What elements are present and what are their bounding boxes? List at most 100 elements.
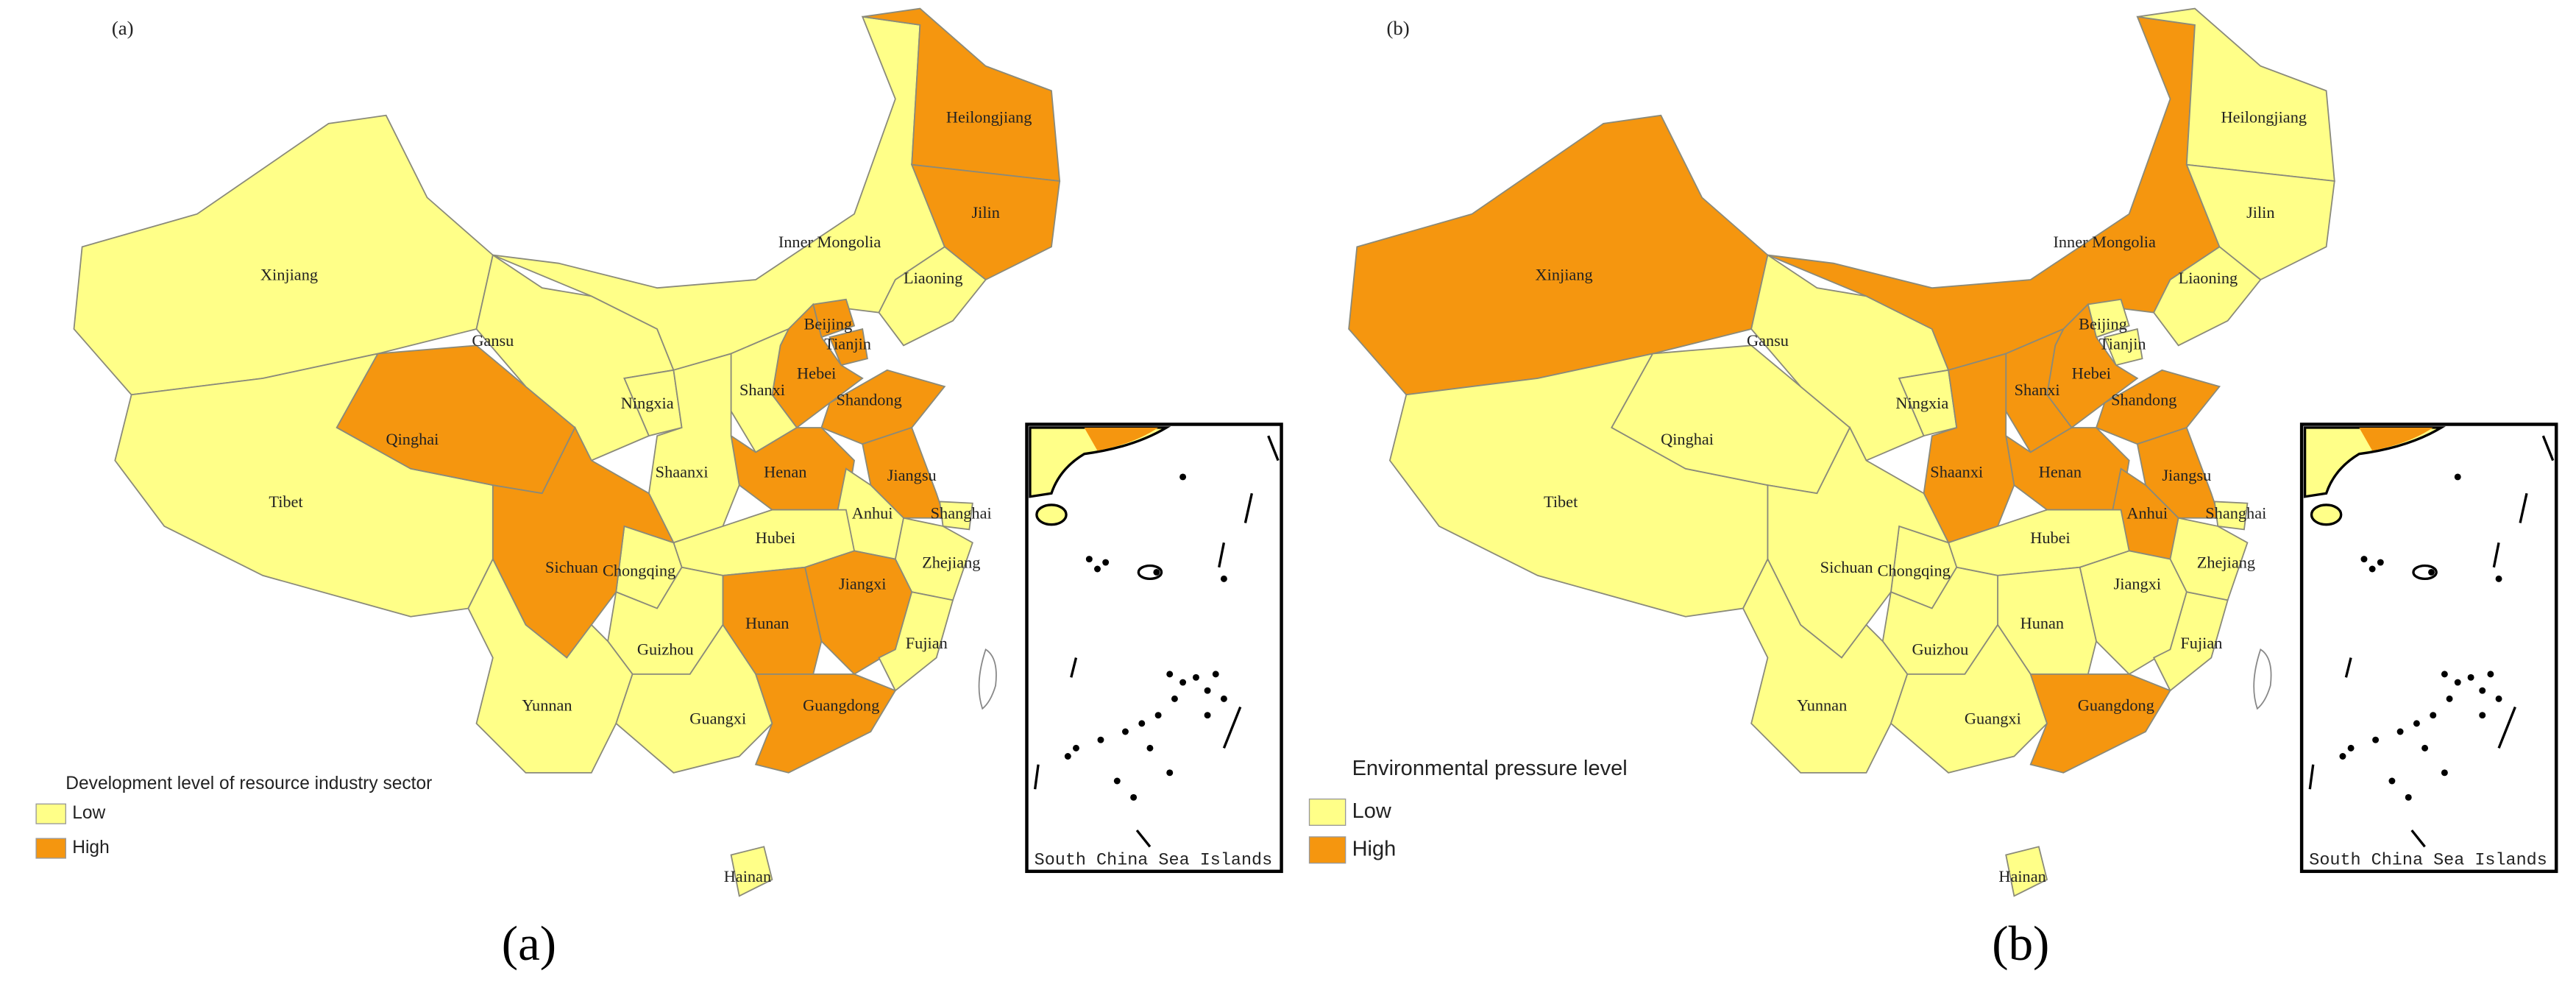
province-label: Guizhou xyxy=(637,640,694,659)
province-label: Jiangxi xyxy=(2114,574,2161,593)
province-label: Shandong xyxy=(2111,390,2176,409)
province-label: Fujian xyxy=(906,634,948,652)
province-label: Jilin xyxy=(2246,203,2274,222)
inset-coast xyxy=(2303,426,2446,498)
island-dot xyxy=(1102,559,1110,566)
boundary-dash xyxy=(2541,435,2555,462)
province-label: Guangxi xyxy=(689,710,746,728)
island-dot xyxy=(1130,793,1138,801)
boundary-dash xyxy=(1070,657,1078,678)
province-label: Heilongjiang xyxy=(2221,107,2307,126)
island-dot xyxy=(2467,673,2474,681)
island-dot xyxy=(2441,769,2448,777)
boundary-dash xyxy=(2344,657,2352,678)
map: Xinjiang Tibet Qinghai Gansu Ningxia Inner Mo… xyxy=(1348,7,2335,897)
island-dot xyxy=(1166,671,1174,678)
inset-frame xyxy=(1025,422,1283,874)
island-dot xyxy=(2454,473,2461,481)
province-label: Beijing xyxy=(2079,315,2127,333)
province-label: Qinghai xyxy=(1661,430,1714,448)
province-label: Sichuan xyxy=(1820,558,1873,576)
province-label: Xinjiang xyxy=(1536,266,1593,284)
island-dot xyxy=(2495,575,2502,582)
legend-label: Low xyxy=(72,803,105,823)
boundary-dash xyxy=(2492,542,2500,568)
province-label: Hainan xyxy=(1998,867,2045,885)
province xyxy=(2005,846,2048,897)
map-panel: (b) Xinjiang Tibet Qinghai Gansu Ningxia Inner… xyxy=(1308,7,2558,897)
panel-tag: (a) xyxy=(112,17,134,39)
province-label: Hunan xyxy=(745,614,789,632)
province xyxy=(2005,328,2073,453)
inset-hainan xyxy=(2310,503,2343,526)
inset-map: South China Sea Islands xyxy=(1025,422,1283,874)
boundary-dash xyxy=(1243,492,1254,523)
island-dot xyxy=(1085,556,1093,563)
inset-high xyxy=(1084,427,1159,451)
province xyxy=(730,427,856,511)
province xyxy=(2213,501,2249,531)
island-dot xyxy=(2495,695,2502,702)
province-label: Henan xyxy=(764,463,806,481)
boundary-dash xyxy=(1135,829,1152,848)
province-label: Guangxi xyxy=(1965,710,2021,728)
province-label: Guangdong xyxy=(2078,696,2154,715)
province-label: Chongqing xyxy=(603,562,675,580)
province-label: Shandong xyxy=(837,390,902,409)
legend-label: Low xyxy=(1352,799,1392,823)
island-dot xyxy=(2430,712,2437,719)
province-label: Shaanxi xyxy=(1930,463,1983,481)
province-label: Liaoning xyxy=(904,269,963,287)
province-label: Tibet xyxy=(1544,492,1578,511)
island-dot xyxy=(2479,712,2486,719)
province-label: Heilongjiang xyxy=(946,107,1032,126)
province-label: Guizhou xyxy=(1912,640,1968,659)
inset-coast xyxy=(1029,426,1171,498)
island-dot xyxy=(1212,671,1219,678)
province-label: Fujian xyxy=(2180,634,2222,652)
boundary-dash xyxy=(1218,542,1226,568)
island-dot xyxy=(2369,565,2376,573)
island-dot xyxy=(2413,720,2420,727)
island-dot xyxy=(1073,744,1079,752)
legend-title: Environmental pressure level xyxy=(1352,757,1628,780)
island-dot xyxy=(2479,687,2486,694)
province-label: Yunnan xyxy=(522,696,572,715)
province xyxy=(2029,673,2171,774)
island-dot xyxy=(1220,695,1227,702)
legend-title: Development level of resource industry s… xyxy=(65,774,432,793)
island-dot xyxy=(2405,793,2412,801)
island-dot xyxy=(1153,568,1160,576)
panel-caption: (b) xyxy=(1992,916,2049,971)
map: Xinjiang Tibet Qinghai Gansu Ningxia Inner Mo… xyxy=(73,7,1061,897)
legend-label: High xyxy=(72,838,109,858)
island-dot xyxy=(2446,695,2453,702)
island-dot xyxy=(2388,777,2396,785)
island-dot xyxy=(1094,565,1101,573)
province-label: Guangdong xyxy=(803,696,879,715)
province-label: Jiangxi xyxy=(839,574,886,593)
island-dot xyxy=(1204,687,1211,694)
province-label: Hebei xyxy=(797,364,836,383)
province xyxy=(730,328,798,453)
province-label: Shanghai xyxy=(2205,503,2266,522)
province-label: Hebei xyxy=(2072,364,2111,383)
island-dot xyxy=(1064,753,1071,760)
island-dot xyxy=(1220,575,1227,582)
province-label: Shanxi xyxy=(739,381,785,399)
island-ring xyxy=(2412,564,2438,581)
island-dot xyxy=(2360,556,2368,563)
boundary-dash xyxy=(1267,435,1280,462)
boundary-dash xyxy=(2308,764,2315,790)
boundary-dash xyxy=(2519,492,2528,523)
province-label: Tianjin xyxy=(2099,334,2146,353)
province-label: Jiangsu xyxy=(2162,466,2211,484)
province-label: Chongqing xyxy=(1878,562,1951,580)
island-dot xyxy=(1097,736,1104,743)
island-dot xyxy=(2396,728,2404,735)
province xyxy=(2103,328,2143,367)
island-dot xyxy=(2454,679,2461,686)
legend-swatch xyxy=(35,838,66,859)
island-dot xyxy=(1192,673,1199,681)
